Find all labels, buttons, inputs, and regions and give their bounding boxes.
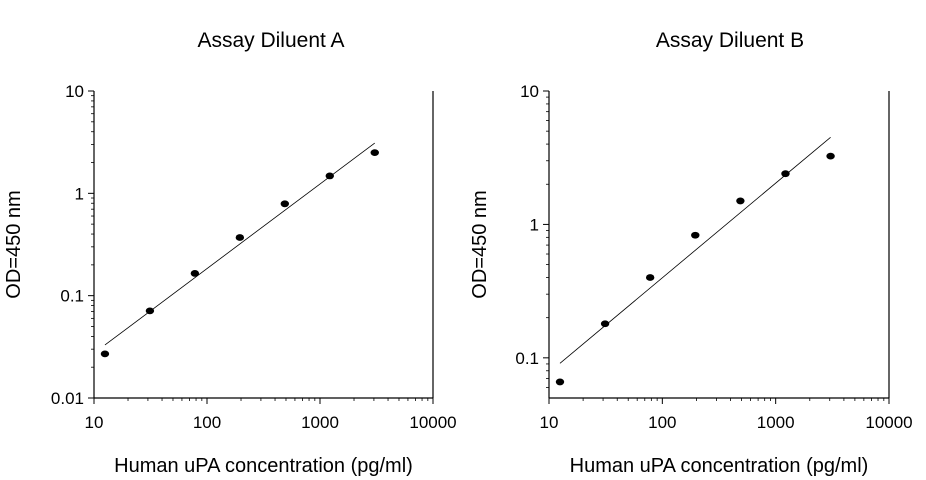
x-tick-label: 10	[540, 413, 559, 432]
data-point	[235, 234, 245, 241]
y-tick-label: 10	[65, 82, 84, 101]
data-point	[555, 378, 565, 386]
data-point	[370, 149, 379, 157]
data-point	[325, 172, 334, 180]
y-axis-label: OD=450 nm	[469, 190, 491, 298]
data-point	[145, 307, 155, 315]
chart-panel-2: Assay Diluent B 10 100 1000 10000 0.1 1 10 Human…	[469, 29, 913, 477]
x-tick-label: 10000	[409, 413, 456, 432]
x-tick-label: 10	[85, 413, 104, 432]
x-axis-label: Human uPA concentration (pg/ml)	[114, 455, 413, 477]
y-tick-label: 0.1	[60, 287, 84, 306]
y-axis-label: OD=450 nm	[3, 190, 25, 298]
data-point	[826, 152, 835, 160]
x-tick-label: 1000	[757, 413, 795, 432]
y-tick-label: 10	[520, 82, 539, 101]
data-point	[280, 200, 290, 208]
x-axis-label: Human uPA concentration (pg/ml)	[570, 455, 869, 477]
x-tick-label: 10000	[865, 413, 912, 432]
x-tick-label: 1000	[301, 413, 339, 432]
data-point	[781, 170, 790, 178]
fit-line	[559, 136, 831, 364]
chart-panel-1: Assay Diluent A 10 100 1000 10000 0.01 0.1 1 10 H…	[3, 29, 457, 477]
y-tick-label: 1	[75, 184, 84, 203]
data-point	[600, 320, 610, 328]
x-tick-label: 100	[193, 413, 221, 432]
y-tick-label: 0.1	[515, 349, 539, 368]
y-tick-label: 1	[530, 215, 539, 234]
y-tick-label: 0.01	[51, 389, 84, 408]
data-point	[736, 197, 745, 205]
data-point	[691, 231, 700, 239]
chart-title: Assay Diluent A	[197, 29, 344, 52]
data-point	[100, 350, 110, 358]
data-point	[190, 270, 200, 277]
x-tick-label: 100	[648, 413, 676, 432]
chart-title: Assay Diluent B	[656, 29, 804, 52]
data-point	[645, 274, 655, 281]
fit-line	[104, 142, 375, 346]
